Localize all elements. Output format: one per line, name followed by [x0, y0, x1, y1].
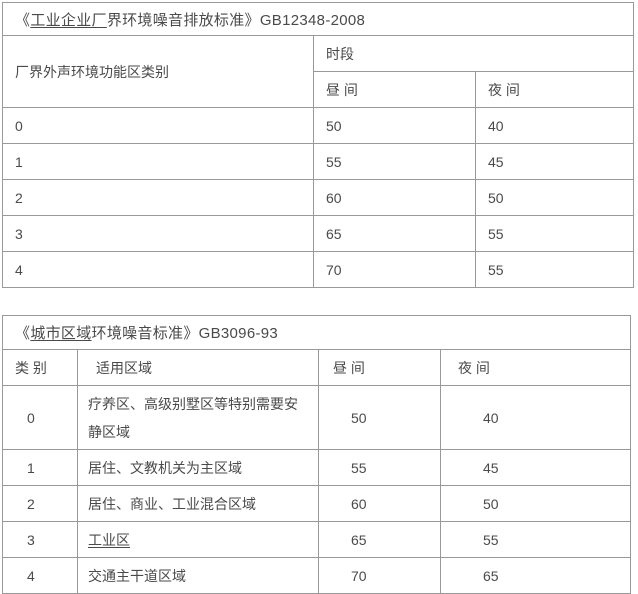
table1-header-row-2: 昼 间 夜 间 [3, 71, 635, 108]
night-value-cell: 55 [474, 215, 635, 252]
category-cell: 3 [2, 215, 314, 252]
table1-standard-link[interactable]: 工业企业厂 [30, 11, 107, 29]
table2-row-2: 2 居住、商业、工业混合区域 60 50 [2, 485, 632, 522]
day-value-cell: 70 [318, 557, 441, 594]
category-cell: 4 [2, 557, 78, 594]
table2-title-prefix: 《 [15, 325, 31, 342]
area-cell: 居住、文教机关为主区域 [77, 449, 319, 486]
urban-noise-standard-table: 《城市区域环境噪音标准》GB3096-93 类 别 适用区域 昼 间 夜 间 0… [1, 315, 632, 594]
table2-area-header: 适用区域 [77, 349, 319, 386]
night-value-cell: 45 [474, 143, 635, 180]
table2-header-row: 类 别 适用区域 昼 间 夜 间 [2, 349, 632, 386]
night-value-cell: 50 [474, 179, 635, 216]
industrial-zone-link[interactable]: 工业区 [88, 531, 130, 548]
day-value-cell: 55 [313, 143, 476, 180]
night-value-cell: 50 [439, 485, 632, 522]
table1-day-header: 昼 间 [313, 71, 476, 108]
table1-header-row-1: 厂界外声环境功能区类别 时段 [2, 35, 635, 108]
table1-title-row: 《工业企业厂界环境噪音排放标准》GB12348-2008 [1, 2, 635, 36]
category-cell: 0 [2, 107, 314, 144]
table1-row-4: 4 70 55 [2, 251, 635, 288]
category-cell: 1 [2, 449, 78, 486]
table2-row-1: 1 居住、文教机关为主区域 55 45 [2, 449, 632, 486]
table1-night-header: 夜 间 [474, 71, 635, 108]
table2-title: 《城市区域环境噪音标准》GB3096-93 [1, 315, 632, 350]
area-cell: 工业区 [77, 521, 319, 558]
category-cell: 4 [2, 251, 314, 288]
category-cell: 2 [2, 485, 78, 522]
table2-day-header: 昼 间 [318, 349, 441, 386]
day-value-cell: 65 [313, 215, 476, 252]
table1-row-0: 0 50 40 [2, 107, 635, 144]
day-value-cell: 65 [318, 521, 441, 558]
day-value-cell: 50 [313, 107, 476, 144]
table1-row-3: 3 65 55 [2, 215, 635, 252]
night-value-cell: 45 [439, 449, 632, 486]
night-value-cell: 55 [439, 521, 632, 558]
table1-row-1: 1 55 45 [2, 143, 635, 180]
table2-title-suffix: 环境噪音标准》GB3096-93 [91, 325, 279, 342]
table1-title: 《工业企业厂界环境噪音排放标准》GB12348-2008 [1, 2, 635, 36]
industrial-noise-standard-table: 《工业企业厂界环境噪音排放标准》GB12348-2008 厂界外声环境功能区类别… [1, 2, 635, 288]
table2-row-0: 0 疗养区、高级别墅区等特别需要安静区域 50 40 [2, 385, 632, 450]
night-value-cell: 40 [474, 107, 635, 144]
night-value-cell: 65 [439, 557, 632, 594]
category-cell: 3 [2, 521, 78, 558]
category-cell: 0 [2, 385, 78, 450]
day-value-cell: 55 [318, 449, 441, 486]
area-cell: 交通主干道区域 [77, 557, 319, 594]
table1-row-2: 2 60 50 [2, 179, 635, 216]
category-cell: 1 [2, 143, 314, 180]
night-value-cell: 55 [474, 251, 635, 288]
table1-title-prefix: 《 [15, 11, 31, 29]
table2-standard-link[interactable]: 城市区域 [30, 325, 92, 342]
category-cell: 2 [2, 179, 314, 216]
area-cell: 疗养区、高级别墅区等特别需要安静区域 [77, 385, 319, 450]
table1-title-suffix: 界环境噪音排放标准》GB12348-2008 [106, 11, 366, 29]
table1-period-header: 时段 [312, 35, 635, 72]
day-value-cell: 60 [313, 179, 476, 216]
table2-row-4: 4 交通主干道区域 70 65 [2, 557, 632, 594]
night-value-cell: 40 [439, 385, 632, 450]
area-cell: 居住、商业、工业混合区域 [77, 485, 319, 522]
day-value-cell: 50 [318, 385, 441, 450]
table1-category-header: 厂界外声环境功能区类别 [2, 35, 314, 108]
day-value-cell: 70 [313, 251, 476, 288]
table2-row-3: 3 工业区 65 55 [2, 521, 632, 558]
day-value-cell: 60 [318, 485, 441, 522]
table2-night-header: 夜 间 [439, 349, 632, 386]
table2-category-header: 类 别 [2, 349, 78, 386]
table2-title-row: 《城市区域环境噪音标准》GB3096-93 [1, 315, 632, 350]
